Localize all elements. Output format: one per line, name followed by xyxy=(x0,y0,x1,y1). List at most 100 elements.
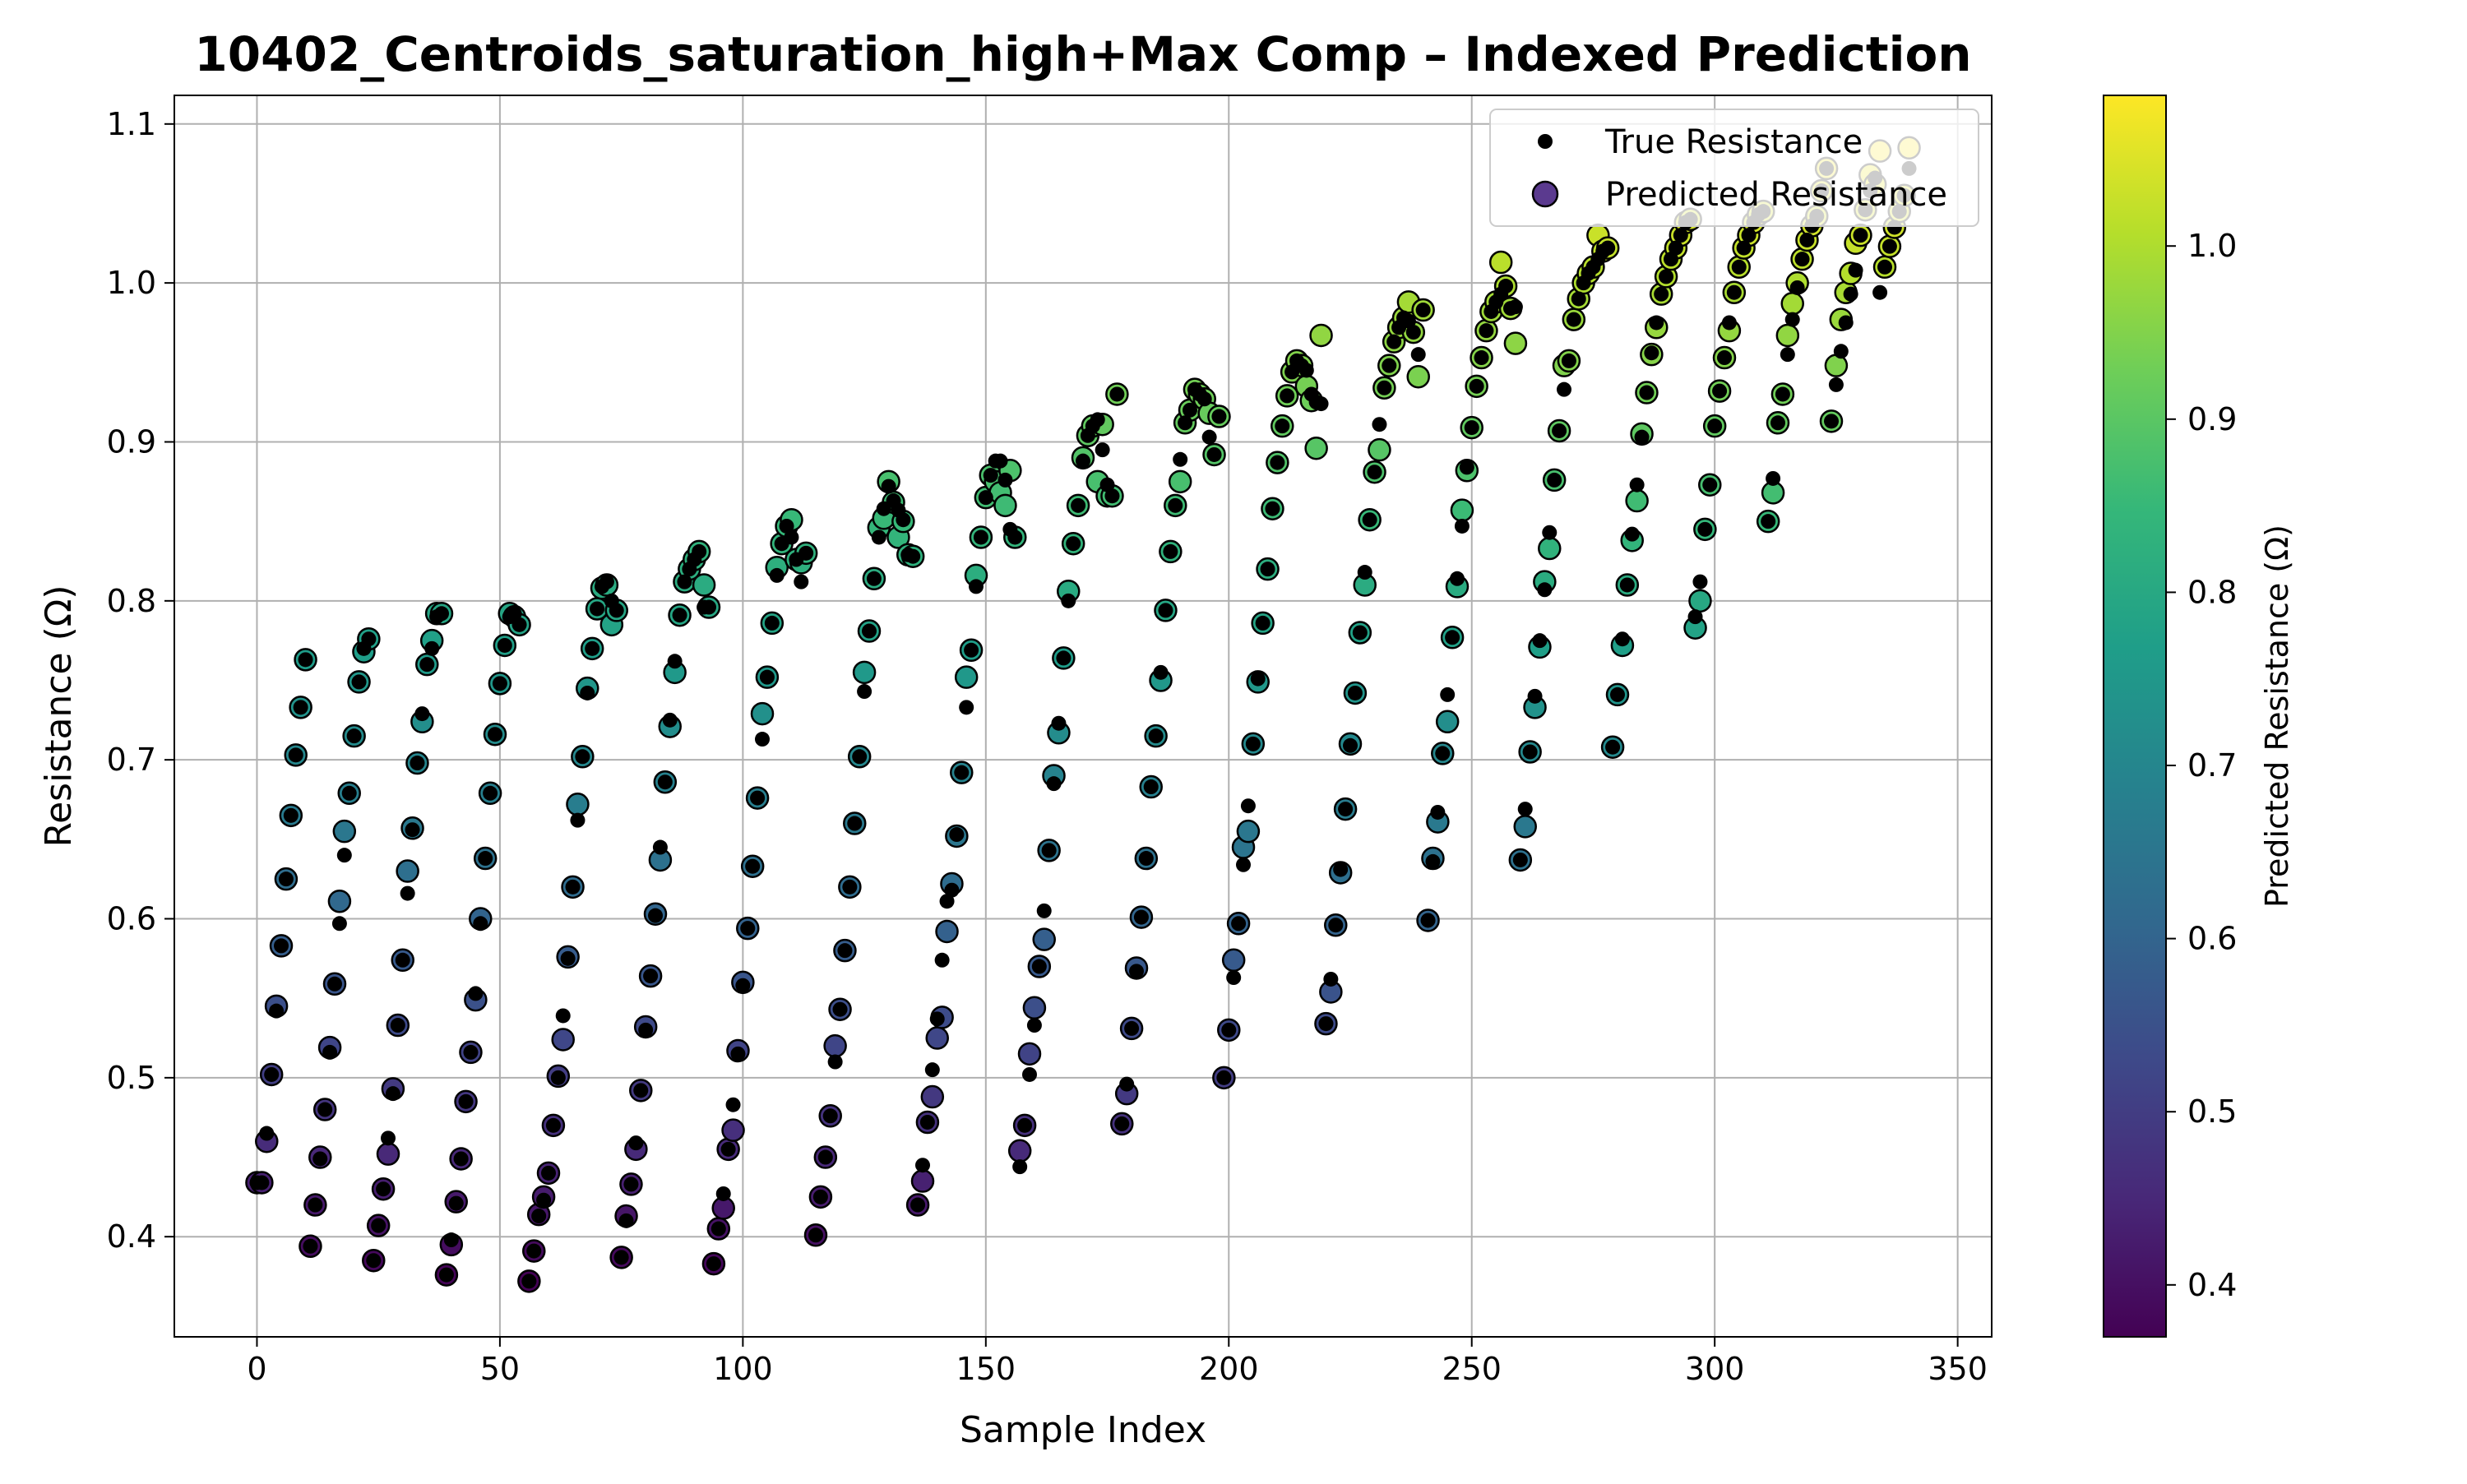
predicted-point xyxy=(750,701,775,726)
true-point xyxy=(390,1018,405,1033)
colorbar-tick-label: 0.4 xyxy=(2187,1267,2237,1303)
true-point xyxy=(1328,918,1344,933)
legend-box xyxy=(1489,109,1979,227)
true-point xyxy=(376,1181,391,1197)
true-point xyxy=(1133,909,1149,925)
colorbar-tick-label: 0.9 xyxy=(2187,401,2237,437)
true-point xyxy=(643,969,659,984)
true-point xyxy=(1323,971,1339,987)
true-point xyxy=(1654,286,1669,302)
true-point xyxy=(1435,746,1451,761)
true-point xyxy=(1687,609,1703,625)
true-point xyxy=(1382,358,1397,373)
true-point xyxy=(939,894,955,909)
true-point xyxy=(1425,853,1441,869)
true-point xyxy=(1201,429,1217,445)
true-point xyxy=(1542,525,1557,540)
true-point xyxy=(1362,512,1377,528)
predicted-point xyxy=(1168,469,1192,494)
true-point xyxy=(1872,284,1888,300)
true-point xyxy=(837,943,853,959)
true-point xyxy=(478,851,493,867)
true-point xyxy=(1104,488,1120,504)
true-point xyxy=(638,1022,654,1038)
y-tick-label: 1.0 xyxy=(107,265,156,301)
true-point xyxy=(1775,386,1790,402)
true-point xyxy=(590,601,605,617)
true-point xyxy=(545,1117,561,1133)
predicted-point xyxy=(332,819,357,844)
predicted-point xyxy=(1368,437,1391,462)
true-point xyxy=(1206,446,1222,462)
legend: True Resistance Predicted Resistance xyxy=(1489,109,1979,227)
true-point xyxy=(959,700,974,715)
true-point xyxy=(759,669,775,685)
true-point xyxy=(1333,862,1349,877)
true-point xyxy=(1066,536,1081,552)
true-point xyxy=(715,1186,731,1201)
true-point xyxy=(954,765,970,780)
true-resistance-series xyxy=(249,160,1917,1289)
chart-title: 10402_Centroids_saturation_high+Max Comp… xyxy=(194,26,1971,82)
colorbar-ticks: 0.4 0.5 0.6 0.7 0.8 0.9 1.0 xyxy=(2166,228,2237,1303)
true-point xyxy=(847,816,863,831)
true-point xyxy=(1459,460,1474,475)
true-point xyxy=(434,606,449,622)
true-point xyxy=(1226,970,1242,986)
true-point xyxy=(283,807,299,823)
predicted-point xyxy=(327,889,352,913)
true-point xyxy=(1119,1076,1135,1092)
true-point xyxy=(438,1267,454,1283)
x-tick-label: 250 xyxy=(1442,1351,1502,1387)
predicted-point xyxy=(692,573,716,597)
true-point xyxy=(361,631,377,647)
true-point xyxy=(1260,562,1275,577)
true-point xyxy=(259,1126,275,1141)
true-point xyxy=(1410,347,1426,363)
true-point xyxy=(308,1197,323,1213)
predicted-point xyxy=(993,493,1017,518)
true-point xyxy=(385,1086,400,1102)
true-point xyxy=(1245,736,1261,751)
x-tick-label: 0 xyxy=(247,1351,266,1387)
true-point xyxy=(710,1221,726,1237)
true-point xyxy=(1071,497,1086,513)
true-point xyxy=(575,749,590,765)
true-point xyxy=(1731,259,1747,275)
true-point xyxy=(1619,577,1635,593)
true-point xyxy=(331,916,347,932)
true-point xyxy=(560,950,576,966)
true-point xyxy=(1338,802,1354,817)
true-point xyxy=(288,747,303,763)
true-point xyxy=(366,1253,382,1269)
predicted-point xyxy=(1775,323,1800,348)
true-point xyxy=(1707,418,1723,434)
predicted-point xyxy=(1503,331,1528,355)
true-point xyxy=(1789,280,1805,295)
true-point xyxy=(730,1046,746,1061)
true-point xyxy=(1469,378,1484,394)
y-tick-label: 0.6 xyxy=(107,901,156,937)
true-point xyxy=(613,1250,629,1265)
true-point xyxy=(424,640,440,656)
true-point xyxy=(1877,259,1892,275)
true-point xyxy=(857,684,872,700)
colorbar-label: Predicted Resistance (Ω) xyxy=(2259,525,2295,908)
true-point xyxy=(983,468,998,483)
true-point xyxy=(278,871,294,887)
true-point xyxy=(1479,323,1494,339)
true-point xyxy=(526,1243,542,1259)
true-point xyxy=(1659,269,1674,284)
true-point xyxy=(1610,687,1625,702)
true-point xyxy=(1552,423,1567,438)
true-point xyxy=(1692,574,1708,589)
true-point xyxy=(832,1001,848,1017)
true-point xyxy=(1280,388,1295,404)
true-point xyxy=(1600,240,1616,256)
true-point xyxy=(1697,521,1713,537)
true-point xyxy=(1848,262,1863,278)
predicted-point xyxy=(1022,996,1047,1020)
true-point xyxy=(648,908,663,923)
true-point xyxy=(492,676,507,691)
